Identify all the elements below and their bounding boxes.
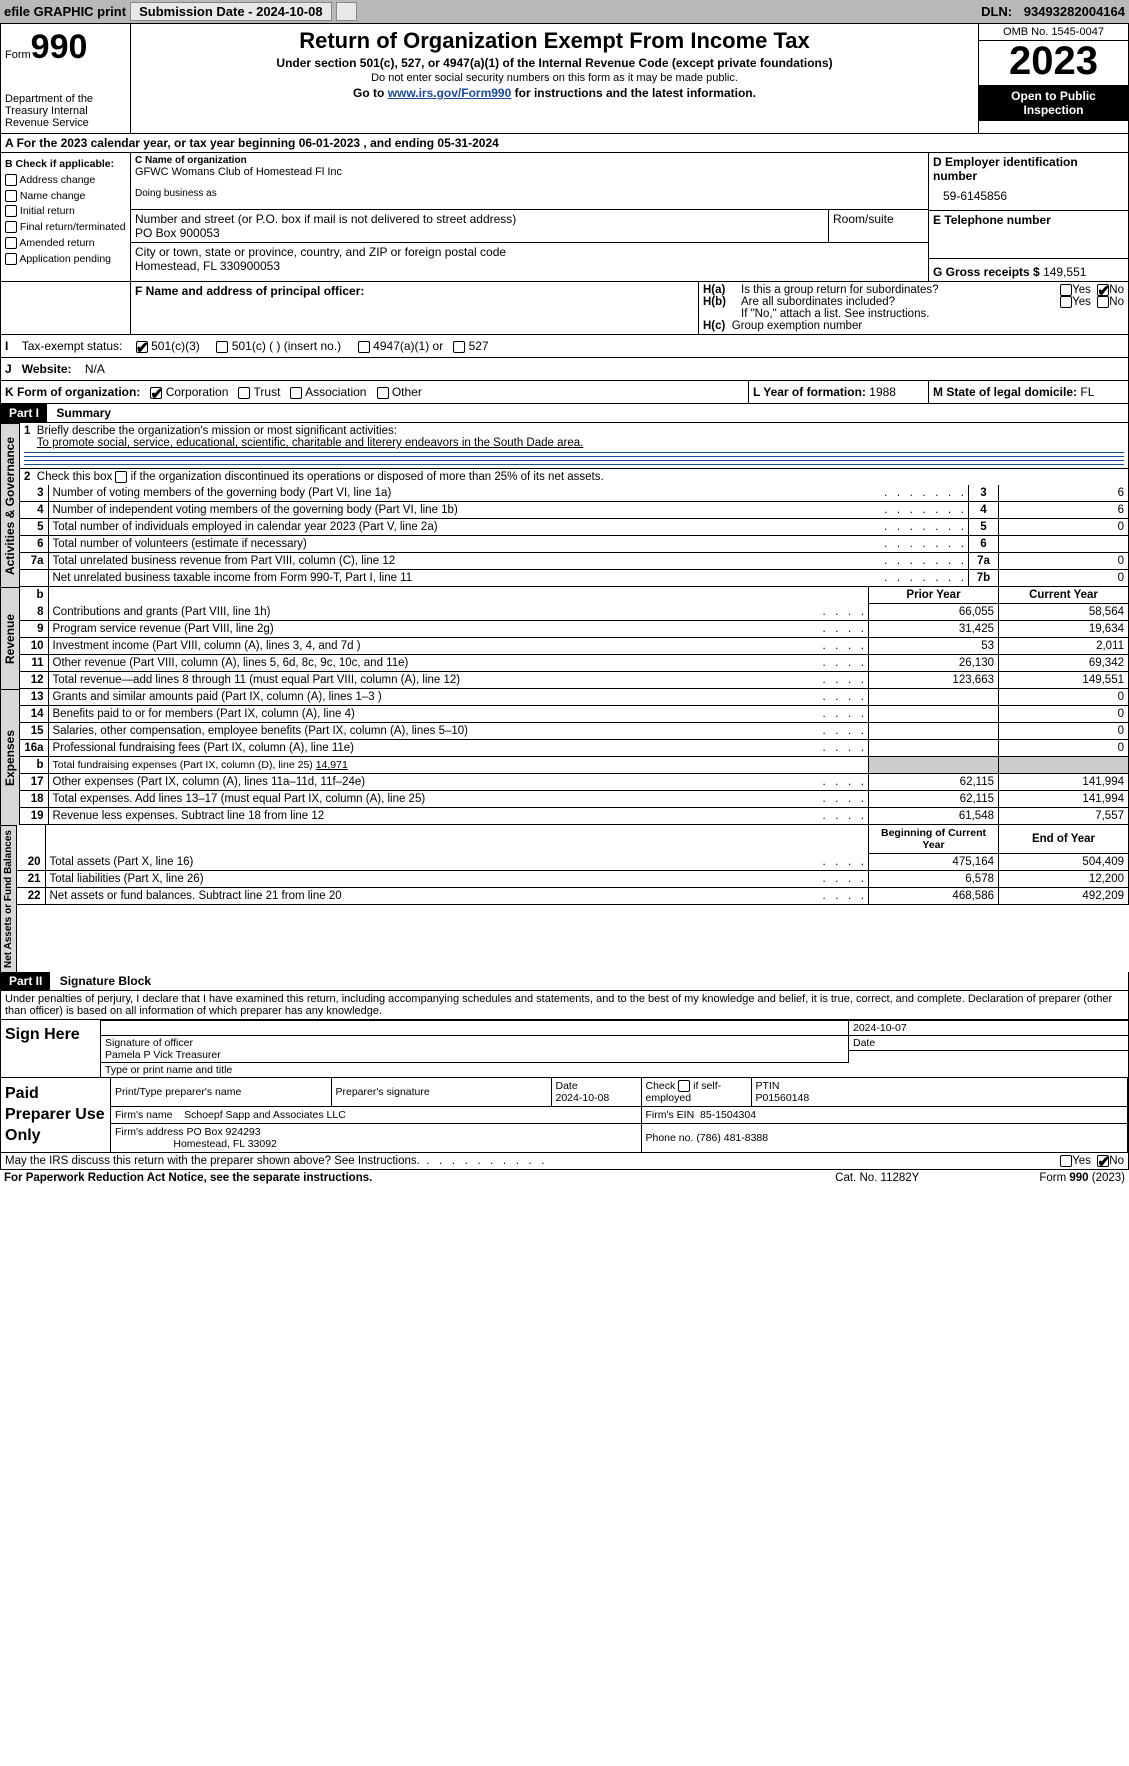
chk-ha-no[interactable] <box>1097 284 1109 296</box>
chk-501c3[interactable] <box>136 341 148 353</box>
chk-trust[interactable] <box>238 387 250 399</box>
section-b-checkboxes: B Check if applicable: Address change Na… <box>1 153 131 281</box>
firm-phone: Phone no. (786) 481-8388 <box>641 1124 1128 1153</box>
form-of-org: K Form of organization: Corporation Trus… <box>1 381 748 403</box>
tax-exempt-status: I Tax-exempt status: 501(c)(3) 501(c) ( … <box>0 335 1129 358</box>
irs-link[interactable]: www.irs.gov/Form990 <box>388 86 512 100</box>
org-name-block: C Name of organization GFWC Womans Club … <box>131 153 928 210</box>
prep-print-name: Print/Type preparer's name <box>111 1078 331 1107</box>
year-formation: L Year of formation: 1988 <box>748 381 928 403</box>
ssn-note: Do not enter social security numbers on … <box>137 72 972 84</box>
goto-line: Go to www.irs.gov/Form990 for instructio… <box>137 86 972 100</box>
empty-btn[interactable] <box>336 2 358 21</box>
chk-discontinued[interactable] <box>115 471 127 483</box>
sign-date: 2024-10-07 <box>849 1020 1128 1036</box>
paid-preparer-label: Paid Preparer Use Only <box>1 1078 111 1152</box>
col-end-year: End of Year <box>999 825 1129 854</box>
chk-4947[interactable] <box>358 341 370 353</box>
prep-date: Date2024-10-08 <box>551 1078 641 1107</box>
col-current-year: Current Year <box>999 587 1129 604</box>
prep-signature: Preparer's signature <box>331 1078 551 1107</box>
chk-app-pending[interactable] <box>5 253 17 265</box>
form-number: Form990 <box>5 28 126 67</box>
col-prior-year: Prior Year <box>869 587 999 604</box>
submission-btn[interactable]: Submission Date - 2024-10-08 <box>130 2 332 21</box>
chk-amended[interactable] <box>5 237 17 249</box>
city-block: City or town, state or province, country… <box>131 243 928 275</box>
date-label: Date <box>849 1036 1128 1051</box>
form-footer: Form 990 (2023) <box>1039 1172 1125 1184</box>
revenue-lines: 8Contributions and grants (Part VIII, li… <box>20 604 1129 689</box>
chk-501c[interactable] <box>216 341 228 353</box>
top-bar: efile GRAPHIC print Submission Date - 20… <box>0 0 1129 23</box>
efile-label: efile GRAPHIC print <box>4 4 126 19</box>
netassets-lines: 20Total assets (Part X, line 16). . . .4… <box>17 854 1129 905</box>
line2-discontinued: 2 Check this box if the organization dis… <box>20 469 1129 485</box>
chk-corp[interactable] <box>150 387 162 399</box>
group-return-block: H(a) Is this a group return for subordin… <box>698 282 1128 334</box>
state-domicile: M State of legal domicile: FL <box>928 381 1128 403</box>
gross-receipts: G Gross receipts $ 149,551 <box>929 259 1128 281</box>
form-header: Form990 Department of the Treasury Inter… <box>0 23 1129 134</box>
sig-officer-label: Signature of officer Pamela P Vick Treas… <box>101 1036 848 1063</box>
firm-address: Firm's address PO Box 924293 Homestead, … <box>111 1124 641 1153</box>
tab-governance: Activities & Governance <box>0 423 20 587</box>
type-print-label: Type or print name and title <box>101 1063 1128 1077</box>
chk-hb-no[interactable] <box>1097 296 1109 308</box>
chk-address-change[interactable] <box>5 174 17 186</box>
website-row: J Website: N/A <box>0 358 1129 381</box>
chk-hb-yes[interactable] <box>1060 296 1072 308</box>
prep-self-employed: Check if self-employed <box>641 1078 751 1107</box>
perjury-decl: Under penalties of perjury, I declare th… <box>0 991 1129 1020</box>
form-subtitle: Under section 501(c), 527, or 4947(a)(1)… <box>137 56 972 70</box>
chk-assoc[interactable] <box>290 387 302 399</box>
phone-block: E Telephone number <box>929 211 1128 259</box>
governance-lines: 3Number of voting members of the governi… <box>20 485 1129 587</box>
dln-label: DLN: <box>981 4 1012 19</box>
chk-self-employed[interactable] <box>678 1080 690 1092</box>
part1-header: Part I Summary <box>0 404 1129 423</box>
line1-mission: 1 Briefly describe the organization's mi… <box>20 423 1129 469</box>
principal-officer: F Name and address of principal officer: <box>131 282 698 334</box>
chk-discuss-yes[interactable] <box>1060 1155 1072 1167</box>
tax-period: A For the 2023 calendar year, or tax yea… <box>0 134 1129 153</box>
room-suite: Room/suite <box>828 210 928 242</box>
tab-expenses: Expenses <box>0 689 20 825</box>
sign-here-label: Sign Here <box>1 1020 101 1077</box>
chk-initial-return[interactable] <box>5 205 17 217</box>
tax-year: 2023 <box>979 41 1128 85</box>
discuss-row: May the IRS discuss this return with the… <box>0 1153 1129 1170</box>
chk-final-return[interactable] <box>5 221 17 233</box>
part2-header: Part II Signature Block <box>0 972 1129 991</box>
prep-ptin: PTINP01560148 <box>751 1078 1128 1107</box>
form-title: Return of Organization Exempt From Incom… <box>137 28 972 54</box>
ein-block: D Employer identification number 59-6145… <box>929 153 1128 211</box>
chk-other[interactable] <box>377 387 389 399</box>
firm-ein: Firm's EIN 85-1504304 <box>641 1107 1128 1124</box>
open-inspection: Open to Public Inspection <box>979 85 1128 121</box>
firm-name: Firm's name Schoepf Sapp and Associates … <box>111 1107 641 1124</box>
paperwork-notice: For Paperwork Reduction Act Notice, see … <box>4 1172 372 1184</box>
chk-discuss-no[interactable] <box>1097 1155 1109 1167</box>
dln-value: 93493282004164 <box>1024 4 1125 19</box>
address-block: Number and street (or P.O. box if mail i… <box>131 210 828 242</box>
col-beginning-year: Beginning of Current Year <box>869 825 999 854</box>
dept-treasury: Department of the Treasury Internal Reve… <box>5 93 126 129</box>
tab-revenue: Revenue <box>0 587 20 689</box>
cat-no: Cat. No. 11282Y <box>835 1172 919 1184</box>
chk-name-change[interactable] <box>5 190 17 202</box>
expense-lines: 13Grants and similar amounts paid (Part … <box>20 689 1129 825</box>
chk-527[interactable] <box>453 341 465 353</box>
tab-netassets: Net Assets or Fund Balances <box>0 825 17 972</box>
chk-ha-yes[interactable] <box>1060 284 1072 296</box>
